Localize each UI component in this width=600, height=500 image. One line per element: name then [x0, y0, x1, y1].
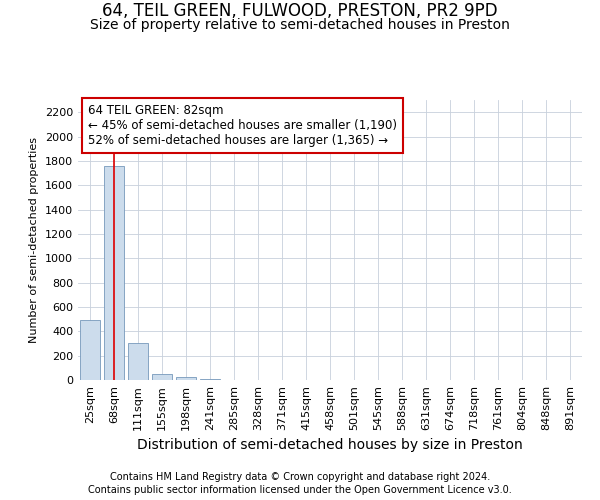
Text: 64, TEIL GREEN, FULWOOD, PRESTON, PR2 9PD: 64, TEIL GREEN, FULWOOD, PRESTON, PR2 9P… — [102, 2, 498, 21]
Text: 64 TEIL GREEN: 82sqm
← 45% of semi-detached houses are smaller (1,190)
52% of se: 64 TEIL GREEN: 82sqm ← 45% of semi-detac… — [88, 104, 397, 147]
Text: Contains public sector information licensed under the Open Government Licence v3: Contains public sector information licen… — [88, 485, 512, 495]
X-axis label: Distribution of semi-detached houses by size in Preston: Distribution of semi-detached houses by … — [137, 438, 523, 452]
Text: Size of property relative to semi-detached houses in Preston: Size of property relative to semi-detach… — [90, 18, 510, 32]
Bar — [128, 343, 148, 380]
Bar — [176, 378, 196, 380]
Text: Contains HM Land Registry data © Crown copyright and database right 2024.: Contains HM Land Registry data © Crown c… — [110, 472, 490, 482]
Bar — [80, 320, 100, 380]
Y-axis label: Number of semi-detached properties: Number of semi-detached properties — [29, 137, 40, 343]
Bar — [152, 374, 172, 380]
Bar — [104, 166, 124, 380]
Bar — [200, 379, 220, 380]
